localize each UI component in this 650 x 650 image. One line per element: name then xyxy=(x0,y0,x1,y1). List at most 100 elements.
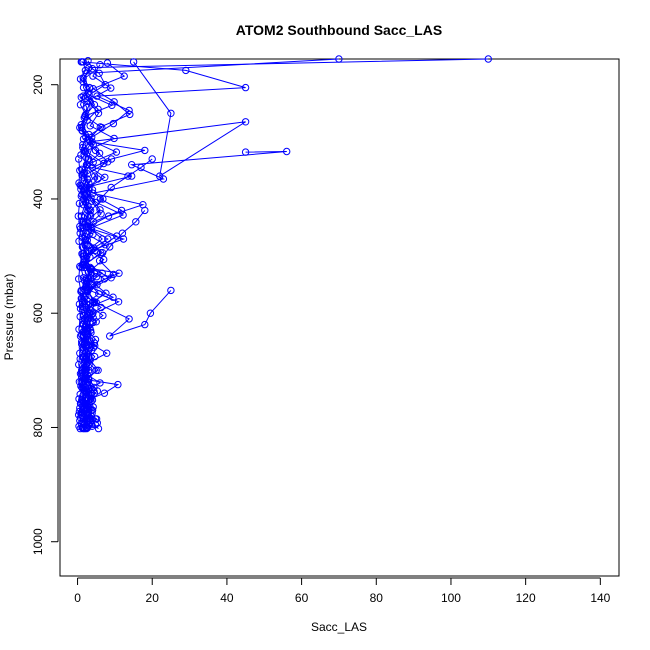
series-line xyxy=(79,95,91,428)
data-point xyxy=(81,233,89,241)
data-point xyxy=(126,110,134,119)
data-point xyxy=(128,161,136,169)
data-point xyxy=(106,243,114,251)
data-point xyxy=(119,211,127,219)
series-line xyxy=(80,58,489,430)
data-point xyxy=(100,275,109,283)
data-point xyxy=(79,348,87,356)
x-tick-label: 0 xyxy=(74,591,81,605)
chart-title: ATOM2 Southbound Sacc_LAS xyxy=(236,22,442,38)
data-point xyxy=(75,395,83,403)
data-point xyxy=(167,286,175,295)
y-tick-label: 1000 xyxy=(31,528,45,555)
data-point xyxy=(79,141,87,149)
series-line xyxy=(81,151,287,430)
data-point xyxy=(85,360,93,369)
data-point xyxy=(90,339,99,347)
data-point xyxy=(85,247,93,256)
data-point xyxy=(89,218,98,226)
data-point xyxy=(76,225,85,233)
data-point xyxy=(114,380,122,389)
data-point xyxy=(94,109,103,118)
series-5 xyxy=(77,55,343,432)
data-point xyxy=(88,310,96,319)
data-point xyxy=(107,84,115,92)
data-point xyxy=(91,335,100,344)
data-point xyxy=(115,269,123,277)
data-point xyxy=(76,312,84,321)
data-point xyxy=(79,135,88,143)
data-point xyxy=(86,395,95,403)
data-point xyxy=(283,147,291,156)
series-line xyxy=(82,64,120,424)
data-point xyxy=(75,275,83,283)
data-point xyxy=(80,185,89,193)
data-point xyxy=(89,189,97,197)
data-point xyxy=(74,212,83,220)
data-point xyxy=(81,323,89,331)
data-point xyxy=(82,69,90,78)
data-point xyxy=(101,173,109,182)
data-point xyxy=(141,206,149,215)
series-line xyxy=(80,58,339,428)
data-point xyxy=(77,399,85,408)
data-point xyxy=(146,309,155,317)
data-point xyxy=(96,60,104,69)
data-point xyxy=(91,172,99,180)
series-14 xyxy=(79,60,123,427)
data-point xyxy=(78,250,86,258)
data-point xyxy=(103,59,112,67)
data-point xyxy=(79,78,87,86)
data-point xyxy=(80,315,89,323)
data-point xyxy=(85,130,93,139)
data-point xyxy=(97,210,105,218)
data-point xyxy=(84,97,92,105)
data-point xyxy=(82,110,90,119)
data-point xyxy=(76,424,84,433)
y-tick-label: 400 xyxy=(31,189,45,209)
y-tick-label: 200 xyxy=(31,74,45,94)
data-point xyxy=(118,229,127,237)
data-point xyxy=(82,229,90,237)
data-point xyxy=(78,338,86,346)
series-7 xyxy=(78,58,250,432)
data-point xyxy=(125,315,133,323)
data-point xyxy=(77,58,86,66)
data-point xyxy=(83,371,92,379)
x-axis-label: Sacc_LAS xyxy=(311,620,367,634)
data-point xyxy=(75,300,84,308)
data-point xyxy=(125,106,133,115)
data-point xyxy=(132,218,140,226)
data-point xyxy=(75,378,84,386)
data-point xyxy=(241,83,250,92)
data-point xyxy=(117,206,126,215)
data-point xyxy=(82,411,90,419)
data-point xyxy=(141,146,149,155)
x-tick-label: 40 xyxy=(220,591,234,605)
data-point xyxy=(79,83,88,92)
data-point xyxy=(78,243,87,251)
data-point xyxy=(97,303,105,312)
data-point xyxy=(87,197,96,205)
data-point xyxy=(93,281,101,289)
data-point xyxy=(104,212,113,220)
data-point xyxy=(83,161,91,169)
data-point xyxy=(83,222,91,231)
data-point xyxy=(76,304,85,313)
data-point xyxy=(89,85,97,93)
data-point xyxy=(76,166,84,175)
data-point xyxy=(241,118,250,126)
data-point xyxy=(100,389,109,397)
data-point xyxy=(241,148,250,156)
data-point xyxy=(76,262,84,271)
data-point xyxy=(76,370,85,378)
data-point xyxy=(335,55,343,63)
plot-frame xyxy=(59,58,620,577)
data-point xyxy=(82,147,90,155)
data-point xyxy=(82,285,91,293)
data-point xyxy=(77,192,86,200)
data-point xyxy=(92,273,101,281)
series-4 xyxy=(77,55,492,433)
data-point xyxy=(107,155,116,163)
data-point xyxy=(95,149,104,158)
